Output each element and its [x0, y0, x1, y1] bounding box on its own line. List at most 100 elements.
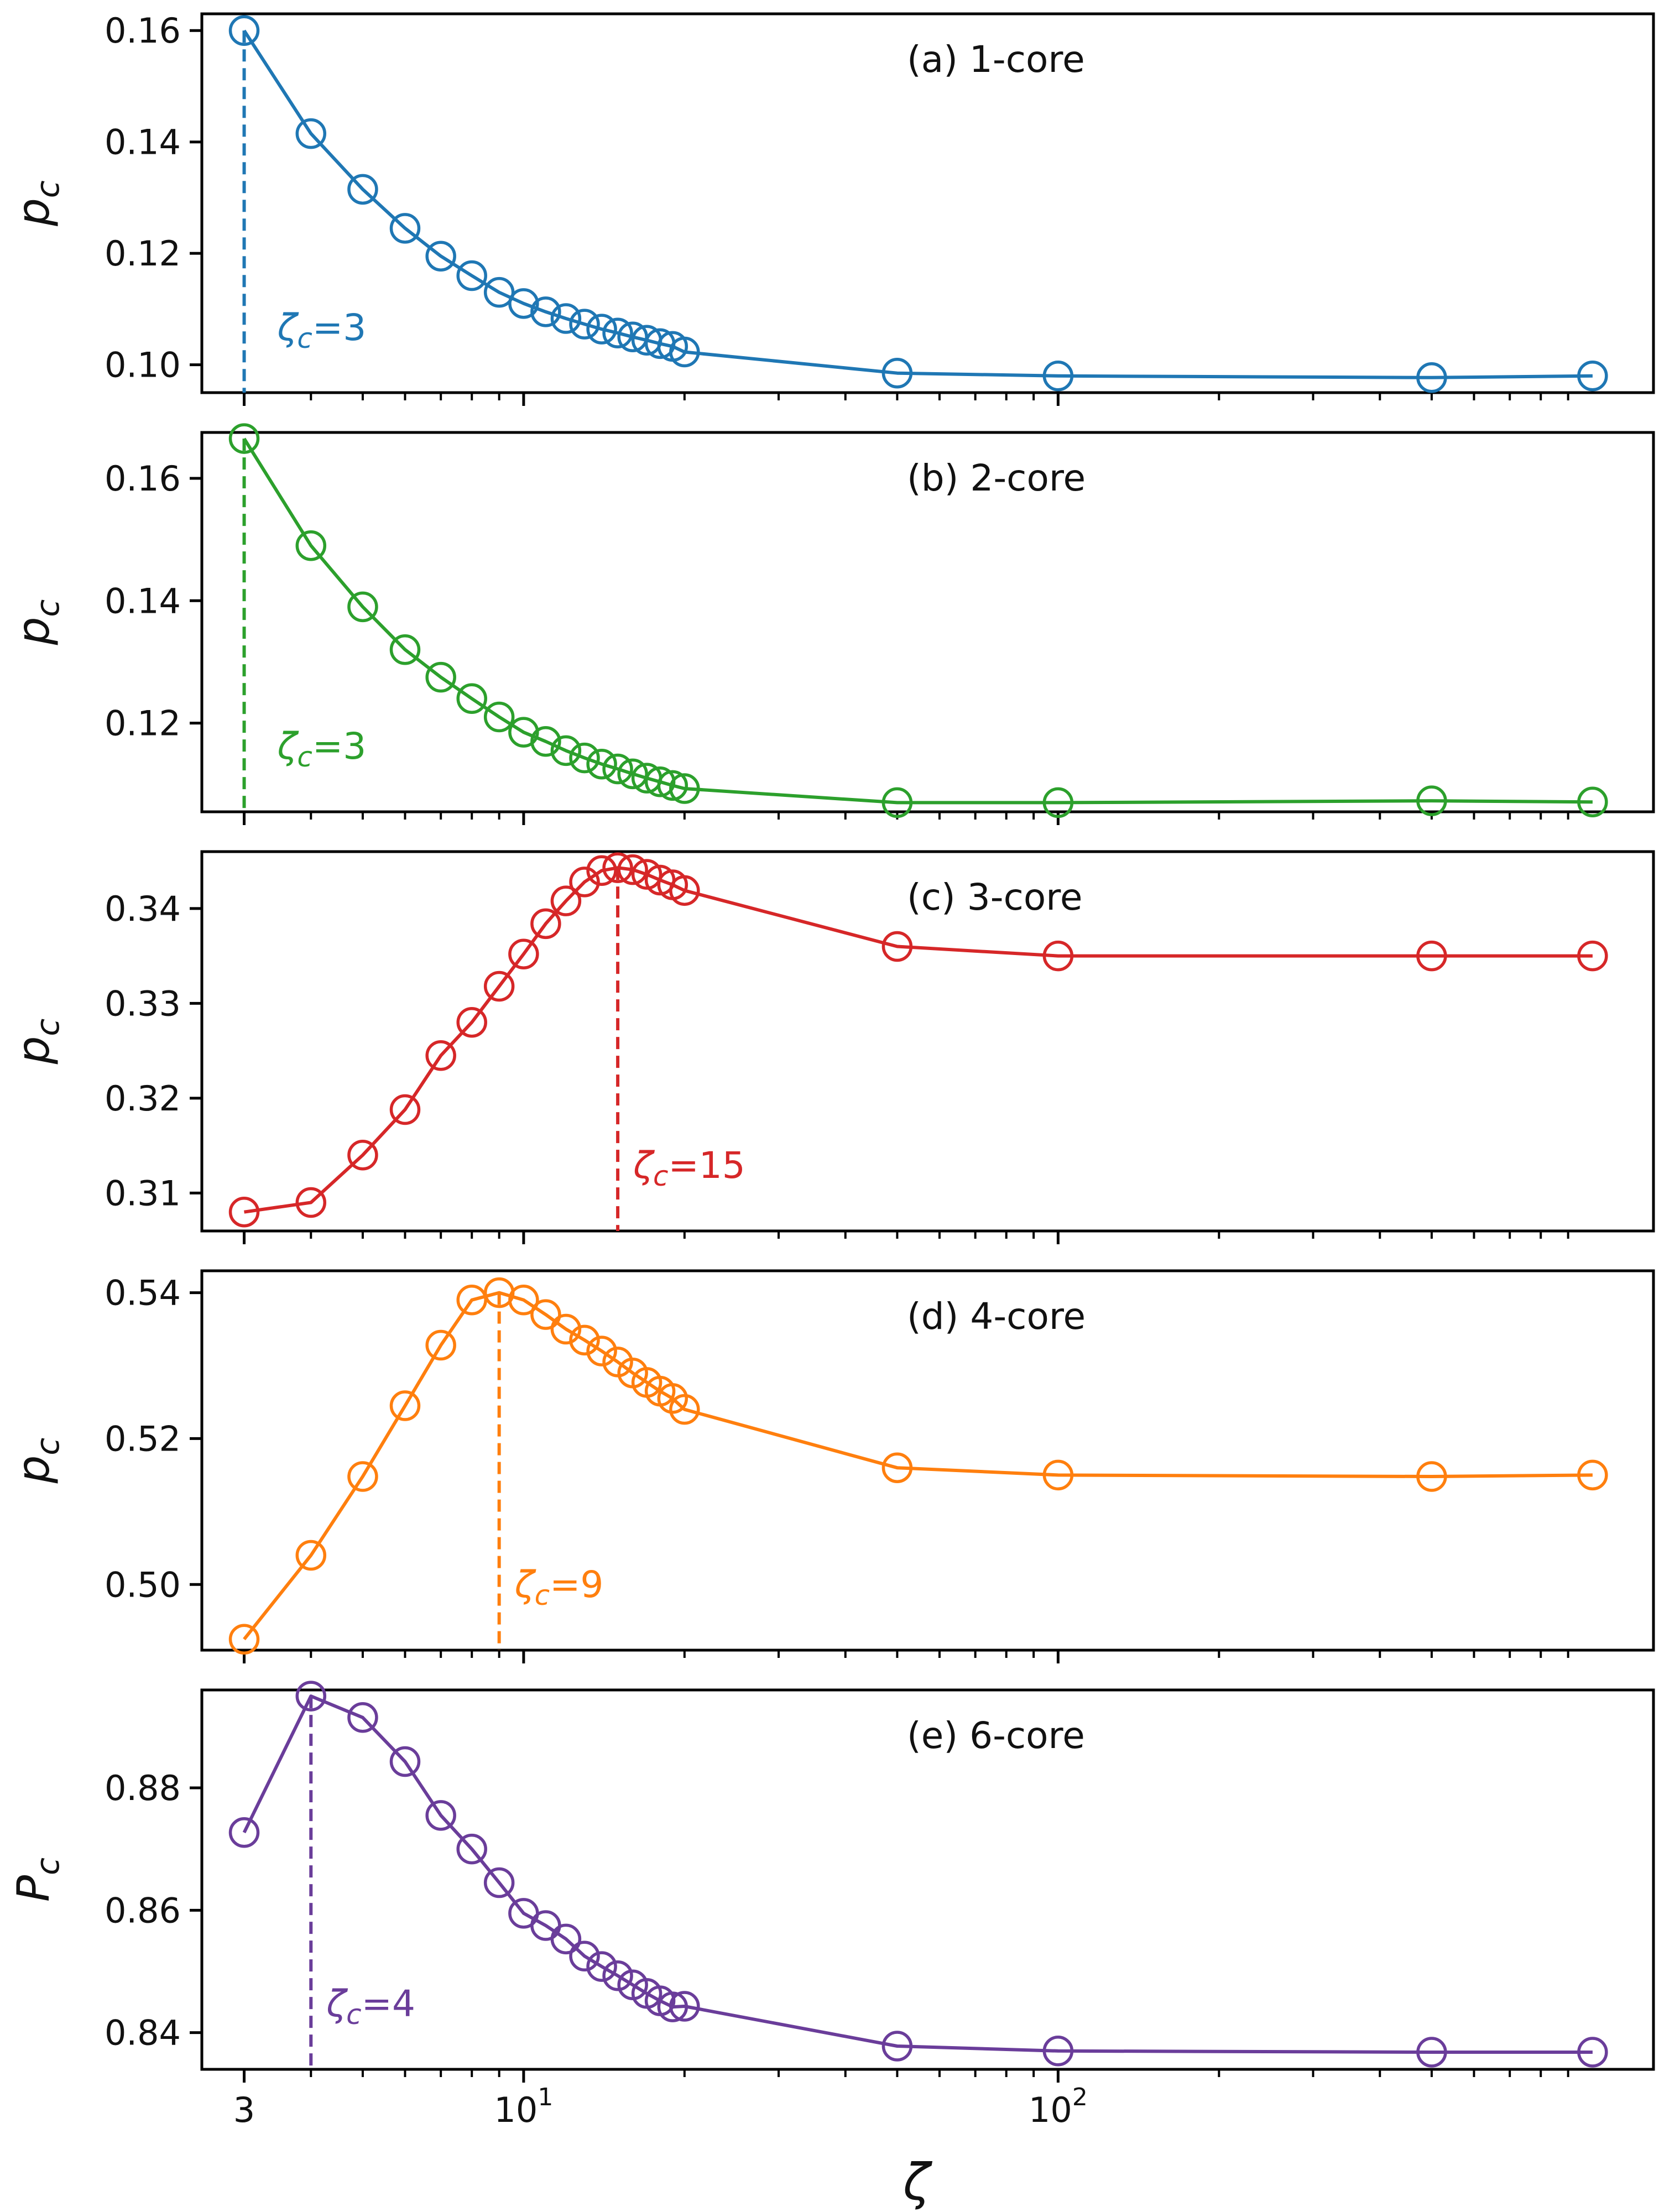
panels: 0.10 0.12 0.14 0.16 pc (a) 1-core ζc=3 0.12 0.14… [8, 11, 1655, 2083]
x-axis-labels: 3 101 102 [233, 2083, 1088, 2130]
critical-annotation: ζc=3 [277, 725, 367, 773]
y-tick-label: 0.52 [105, 1418, 181, 1459]
data-point [295, 530, 327, 561]
y-tick-label: 0.32 [105, 1078, 181, 1119]
data-point [586, 314, 617, 345]
critical-annotation: ζc=15 [633, 1144, 745, 1192]
data-point [550, 885, 582, 916]
data-point [530, 296, 561, 327]
y-tick-label: 0.84 [105, 2013, 181, 2053]
panel-title: (d) 4-core [907, 1295, 1086, 1338]
data-point [1042, 361, 1074, 392]
data-point [508, 938, 539, 969]
y-tick-label: 0.12 [105, 233, 181, 274]
panel-4: 0.50 0.52 0.54 pc (d) 4-core ζc=9 [8, 1269, 1655, 1663]
series-line [242, 1694, 1593, 2054]
series-line [242, 437, 1593, 805]
data-point [228, 1817, 260, 1848]
y-axis-label: pc [8, 1438, 66, 1484]
x-tick-label: 102 [1029, 2083, 1088, 2130]
data-point [881, 2031, 913, 2062]
critical-annotation: ζc=4 [326, 1983, 415, 2031]
data-point [1416, 2037, 1447, 2068]
data-point [530, 1299, 561, 1330]
data-point [1416, 940, 1447, 972]
panel-3: 0.31 0.32 0.33 0.34 pc (c) 3-core ζc=15 [8, 850, 1655, 1244]
data-point [602, 753, 633, 785]
y-tick-label: 0.31 [105, 1173, 181, 1213]
data-point [569, 309, 600, 340]
data-point [425, 1329, 456, 1361]
data-point [347, 591, 378, 623]
x-axis-label: ζ [902, 2153, 933, 2211]
data-point [669, 1991, 700, 2022]
data-point [389, 634, 421, 665]
plot-frame [200, 1688, 1655, 2071]
data-point [1042, 1459, 1074, 1491]
x-tick-label: 3 [233, 2090, 255, 2130]
y-tick-label: 0.33 [105, 983, 181, 1024]
y-axis-label: pc [8, 1019, 66, 1065]
series-line [243, 1291, 1593, 1641]
data-point [389, 213, 421, 244]
data-point [228, 423, 260, 454]
data-point [586, 855, 617, 886]
data-point [483, 276, 515, 308]
series-line [244, 866, 1593, 1214]
y-tick-label: 0.86 [105, 1890, 181, 1931]
critical-annotation: ζc=9 [514, 1563, 604, 1611]
data-point [586, 748, 617, 780]
data-point [347, 1461, 378, 1492]
data-point [881, 787, 913, 818]
data-point [389, 1390, 421, 1421]
data-point [508, 288, 539, 319]
data-point [425, 1800, 456, 1831]
data-point [586, 1335, 617, 1366]
data-point [569, 1324, 600, 1356]
data-point [669, 875, 700, 906]
data-point [569, 742, 600, 774]
series-line [242, 29, 1593, 379]
panel-title: (c) 3-core [907, 876, 1083, 919]
data-point [1416, 1461, 1447, 1492]
data-point [881, 931, 913, 962]
plot-frame [200, 1269, 1655, 1652]
data-point [456, 1006, 487, 1038]
data-point [1042, 787, 1074, 818]
data-point [550, 1313, 582, 1345]
data-point [881, 1452, 913, 1483]
data-point [1577, 361, 1608, 392]
y-tick-label: 0.12 [105, 703, 181, 744]
data-point [295, 1681, 327, 1712]
y-tick-label: 0.50 [105, 1564, 181, 1605]
data-point [483, 1867, 515, 1898]
panel-1: 0.10 0.12 0.14 0.16 pc (a) 1-core ζc=3 [8, 11, 1655, 406]
data-point [295, 118, 327, 149]
data-point [617, 758, 648, 790]
panel-title: (b) 2-core [907, 457, 1086, 499]
panel-title: (e) 6-core [907, 1714, 1085, 1757]
data-point [602, 1960, 633, 1991]
data-point [389, 1094, 421, 1125]
panel-5: 0.84 0.86 0.88 Pc (e) 6-core ζc=4 [8, 1681, 1655, 2083]
data-point [228, 1624, 260, 1655]
y-tick-label: 0.10 [105, 345, 181, 385]
data-point [347, 1702, 378, 1733]
x-tick-label: 101 [494, 2083, 553, 2130]
data-point [550, 735, 582, 766]
data-point [483, 701, 515, 733]
data-point [228, 15, 260, 46]
data-point [295, 1187, 327, 1218]
y-tick-label: 0.34 [105, 889, 181, 929]
data-point [631, 859, 662, 890]
data-point [456, 260, 487, 291]
data-point [602, 852, 633, 883]
data-point [617, 854, 648, 885]
data-point [881, 357, 913, 389]
data-point [347, 1140, 378, 1171]
critical-annotation: ζc=3 [277, 306, 367, 354]
data-point [569, 867, 600, 898]
data-point [347, 174, 378, 205]
data-point [508, 1285, 539, 1316]
